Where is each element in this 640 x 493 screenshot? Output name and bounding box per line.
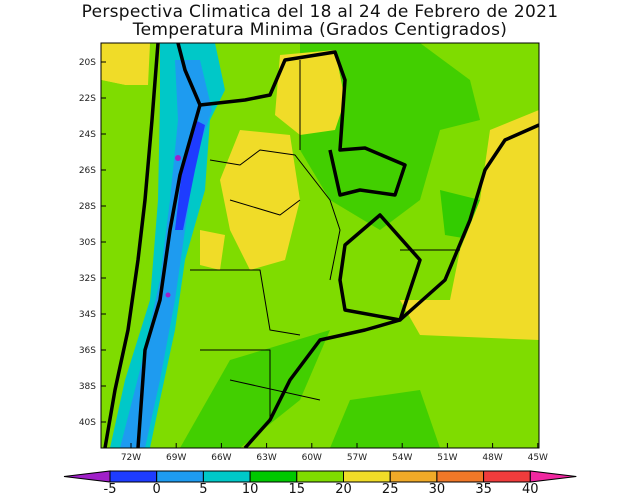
lat-tick-label: 34S [79, 310, 96, 320]
colorbar: -5 0 5 10 15 20 25 30 35 40 [63, 470, 577, 493]
colorbar-swatch [109, 470, 158, 483]
lon-tick-label: 72W [121, 453, 141, 463]
lat-tick-label: 32S [79, 274, 96, 284]
colorbar-swatch [249, 470, 298, 483]
lat-tick-label: 24S [79, 130, 96, 140]
lat-tick-label: 36S [79, 346, 96, 356]
lon-tick-label: 45W [528, 453, 548, 463]
lon-tick-label: 48W [482, 453, 502, 463]
colorbar-label: -5 [104, 482, 117, 493]
colorbar-swatch [436, 470, 485, 483]
colorbar-swatch [156, 470, 204, 483]
colorbar-label: 0 [153, 482, 161, 493]
colorbar-label: 5 [199, 482, 207, 493]
colorbar-label: 35 [475, 482, 492, 493]
lat-tick-label: 22S [79, 94, 96, 104]
colorbar-arrow-high [529, 470, 577, 483]
colorbar-label: 20 [335, 482, 352, 493]
colorbar-swatch [202, 470, 251, 483]
colorbar-swatch [483, 470, 531, 483]
map-title: Perspectiva Climatica del 18 al 24 de Fe… [81, 2, 559, 22]
colorbar-label: 10 [242, 482, 259, 493]
colorbar-arrow-low [63, 470, 111, 483]
lat-tick-label: 30S [79, 238, 96, 248]
lon-tick-label: 57W [347, 453, 367, 463]
lon-tick-label: 63W [256, 453, 276, 463]
lon-tick-label: 66W [211, 453, 231, 463]
lon-tick-label: 60W [302, 453, 322, 463]
lat-tick-label: 20S [79, 58, 96, 68]
lat-tick-label: 26S [79, 166, 96, 176]
map-frame [100, 42, 540, 449]
lon-tick-label: 51W [437, 453, 457, 463]
lon-ticks: 72W 69W 66W 63W 60W 57W 54W 51W 48W 45W [121, 443, 548, 463]
colorbar-label: 25 [382, 482, 399, 493]
lat-tick-label: 28S [79, 202, 96, 212]
lat-tick-label: 40S [79, 418, 96, 428]
colorbar-swatch [343, 470, 391, 483]
lon-tick-label: 69W [166, 453, 186, 463]
colorbar-label: 30 [429, 482, 446, 493]
colorbar-swatch [296, 470, 344, 483]
colorbar-swatch [389, 470, 438, 483]
lat-ticks: 20S 22S 24S 26S 28S 30S 32S 34S 36S 38S 40S [79, 58, 106, 428]
map-subtitle: Temperatura Minima (Grados Centigrados) [132, 20, 508, 40]
colorbar-label: 40 [522, 482, 539, 493]
lat-tick-label: 38S [79, 382, 96, 392]
colorbar-label: 15 [289, 482, 306, 493]
lon-tick-label: 54W [392, 453, 412, 463]
boundaries [103, 43, 539, 448]
